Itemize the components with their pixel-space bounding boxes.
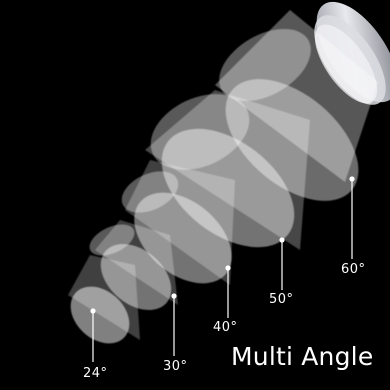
leader-dot-40 xyxy=(225,265,231,271)
angle-label-60: 60° xyxy=(341,262,366,277)
angle-label-24: 24° xyxy=(83,366,108,381)
leader-dot-30 xyxy=(171,293,177,299)
angle-label-30: 30° xyxy=(163,359,188,374)
beam-cone-24 xyxy=(68,255,140,344)
leader-dot-60 xyxy=(349,176,355,182)
title-text: Multi Angle xyxy=(231,342,374,371)
leader-dot-50 xyxy=(279,237,285,243)
angle-label-40: 40° xyxy=(213,320,238,335)
angle-label-50: 50° xyxy=(269,292,294,307)
angle-leader-lines xyxy=(90,176,355,362)
leader-dot-24 xyxy=(90,308,96,314)
